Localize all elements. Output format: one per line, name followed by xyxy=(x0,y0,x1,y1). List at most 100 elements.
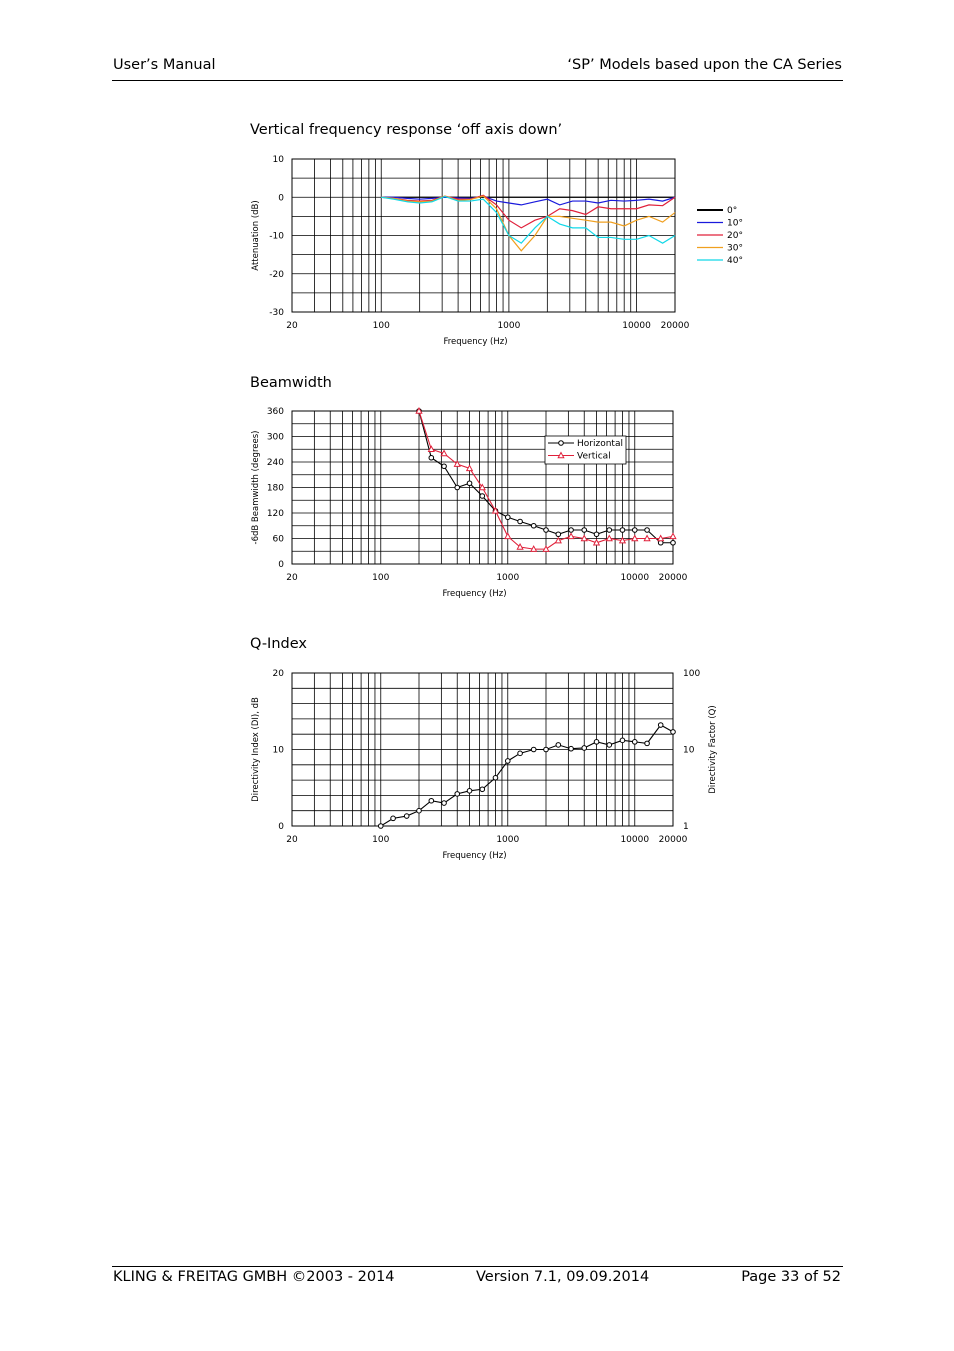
data-point-circle xyxy=(377,823,384,829)
legend-label: Horizontal xyxy=(577,439,623,449)
legend-label: 40° xyxy=(727,256,743,266)
data-point-triangle xyxy=(605,534,613,542)
x-tick-label: 10000 xyxy=(620,835,649,845)
data-point-circle xyxy=(428,454,435,461)
data-point-triangle xyxy=(631,534,639,542)
data-point-circle xyxy=(504,514,511,521)
footer-version: Version 7.1, 09.09.2014 xyxy=(476,1269,650,1285)
y-axis-label: -6dB Beamwidth (degrees) xyxy=(251,431,261,545)
data-point-triangle xyxy=(657,534,665,542)
header-right-text: ‘SP’ Models based upon the CA Series xyxy=(567,57,842,73)
data-point-circle xyxy=(416,807,422,814)
data-point-triangle xyxy=(618,536,627,544)
y-right-tick-label: 100 xyxy=(683,669,700,679)
x-axis-label: Frequency (Hz) xyxy=(443,337,507,347)
data-point-triangle xyxy=(415,406,423,414)
legend-label: 20° xyxy=(727,231,743,241)
data-point-circle xyxy=(593,531,600,538)
x-tick-label: 100 xyxy=(373,321,390,331)
x-tick-label: 1000 xyxy=(496,835,519,845)
y-axis-label: Attenuation (dB) xyxy=(251,200,261,270)
x-tick-label: 100 xyxy=(372,573,389,583)
x-tick-label: 20000 xyxy=(661,321,690,331)
data-point-circle xyxy=(606,527,613,533)
y-tick-label: 20 xyxy=(273,669,285,679)
data-point-circle xyxy=(657,722,664,728)
series-line xyxy=(381,194,676,229)
data-point-circle xyxy=(530,522,537,529)
y-tick-label: -20 xyxy=(269,270,284,280)
section-title-q-index: Q-Index xyxy=(250,636,307,652)
data-point-triangle xyxy=(643,534,651,542)
y-tick-label: 0 xyxy=(278,560,284,570)
y-tick-label: 240 xyxy=(267,458,284,468)
y-right-tick-label: 10 xyxy=(683,746,695,756)
data-point-circle xyxy=(619,527,626,533)
section-title-frequency-response: Vertical frequency response ‘off axis do… xyxy=(250,122,563,138)
data-point-circle xyxy=(403,813,410,819)
data-point-circle xyxy=(517,518,523,525)
data-point-circle xyxy=(466,788,473,794)
data-point-circle xyxy=(530,746,537,753)
data-point-triangle xyxy=(554,536,562,544)
y-tick-label: -10 xyxy=(269,232,284,242)
data-point-circle xyxy=(631,527,638,533)
data-point-triangle xyxy=(491,506,500,514)
y-tick-label: 60 xyxy=(273,535,285,545)
series-line xyxy=(381,195,676,252)
x-axis-label: Frequency (Hz) xyxy=(442,851,506,861)
y-right-tick-label: 1 xyxy=(683,822,689,832)
data-point-circle xyxy=(441,800,447,806)
x-tick-label: 20 xyxy=(286,835,298,845)
y-tick-label: -30 xyxy=(269,308,284,318)
series-line xyxy=(381,195,676,244)
data-point-circle xyxy=(543,527,549,533)
data-point-triangle xyxy=(580,534,588,542)
x-tick-label: 10000 xyxy=(622,321,651,331)
data-point-triangle xyxy=(478,483,486,491)
y-axis-label: Directivity Index (DI), dB xyxy=(251,697,261,802)
data-point-circle xyxy=(581,745,588,751)
data-point-circle xyxy=(479,786,486,793)
data-point-circle xyxy=(504,758,511,764)
x-axis-label: Frequency (Hz) xyxy=(442,589,506,599)
data-point-circle xyxy=(454,484,461,491)
data-point-circle xyxy=(517,750,523,757)
data-point-circle xyxy=(631,739,638,745)
data-point-circle xyxy=(568,527,574,533)
data-point-triangle xyxy=(530,545,538,552)
y-tick-label: 10 xyxy=(273,155,285,165)
data-point-triangle xyxy=(669,532,677,540)
header-divider xyxy=(112,80,843,81)
data-point-triangle xyxy=(592,538,601,546)
y-tick-label: 120 xyxy=(267,509,284,519)
legend-marker xyxy=(558,440,564,446)
footer-company: KLING & FREITAG GMBH ©2003 - 2014 xyxy=(113,1269,395,1285)
y-tick-label: 0 xyxy=(278,822,284,832)
legend-label: 0° xyxy=(727,206,737,216)
data-point-triangle xyxy=(440,449,448,457)
legend-label: Vertical xyxy=(577,452,611,462)
data-point-triangle xyxy=(465,464,474,472)
series-line xyxy=(381,195,676,206)
y-tick-label: 300 xyxy=(267,433,284,443)
data-point-circle xyxy=(581,527,588,533)
x-tick-label: 20000 xyxy=(659,835,688,845)
data-point-circle xyxy=(644,740,650,747)
data-point-circle xyxy=(390,815,396,822)
x-tick-label: 20 xyxy=(286,321,298,331)
data-point-circle xyxy=(543,746,549,753)
data-point-triangle xyxy=(453,460,461,467)
data-point-circle xyxy=(441,463,447,470)
footer-divider xyxy=(112,1266,843,1267)
data-point-circle xyxy=(593,739,600,745)
data-point-circle xyxy=(466,480,473,487)
data-point-circle xyxy=(479,493,486,499)
data-point-circle xyxy=(670,729,676,735)
x-tick-label: 20000 xyxy=(659,573,688,583)
header-left-text: User’s Manual xyxy=(113,57,216,73)
legend-marker xyxy=(557,451,565,459)
y-tick-label: 180 xyxy=(267,484,284,494)
data-point-circle xyxy=(670,539,676,546)
